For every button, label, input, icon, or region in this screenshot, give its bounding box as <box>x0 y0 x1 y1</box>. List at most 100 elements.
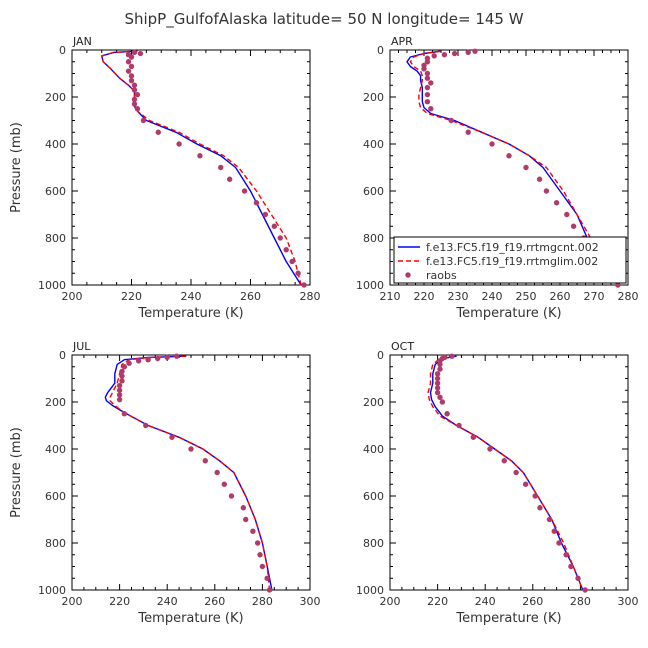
raobs-point <box>128 54 135 60</box>
raobs-point <box>564 211 570 218</box>
panel-oct: OCT 200 220 240 260 280 300 0 200 400 600 800 1000 Te… <box>356 340 639 626</box>
x-tick-label: 300 <box>618 595 639 608</box>
x-tick-label: 210 <box>380 290 401 303</box>
x-tick-label: 220 <box>414 290 435 303</box>
raobs-point <box>154 355 161 362</box>
series-line-rrtmglim <box>101 50 302 286</box>
x-tick-label: 280 <box>300 290 321 303</box>
legend-box <box>393 236 627 284</box>
raobs-point <box>424 84 431 91</box>
raobs-point <box>169 434 175 440</box>
raobs-point <box>444 411 450 417</box>
raobs-point <box>465 49 471 56</box>
y-tick-label: 600 <box>363 490 384 503</box>
panel-label: OCT <box>391 340 414 353</box>
raobs-point <box>434 371 441 377</box>
y-tick-label: 200 <box>363 396 384 409</box>
y-tick-label: 600 <box>363 185 384 198</box>
x-tick-label: 280 <box>570 595 591 608</box>
raobs-point <box>553 200 560 206</box>
x-tick-label: 260 <box>550 290 571 303</box>
raobs-point <box>259 563 266 570</box>
series-line-rrtmglim <box>427 355 584 591</box>
x-axis-label: Temperature (K) <box>137 611 243 626</box>
raobs-point <box>523 164 529 171</box>
x-tick-label: 260 <box>522 595 543 608</box>
x-tick-label: 220 <box>109 595 130 608</box>
x-tick-label: 250 <box>516 290 537 303</box>
raobs-point <box>501 458 507 464</box>
legend-label: f.e13.FC5.f19_f19.rrtmgcnt.002 <box>426 241 599 254</box>
raobs-point <box>439 399 446 405</box>
raobs-point <box>143 422 149 429</box>
panels: JAN 200 220 240 260 280 0 200 400 600 800 1000 Tempe… <box>9 35 639 626</box>
raobs-point <box>137 50 144 57</box>
y-tick-label: 600 <box>45 185 66 198</box>
x-tick-label: 240 <box>157 595 178 608</box>
y-tick-label: 800 <box>363 232 384 245</box>
raobs-point <box>582 587 588 593</box>
raobs-point <box>121 364 128 370</box>
legend-label: raobs <box>426 269 457 282</box>
x-tick-label: 260 <box>204 595 225 608</box>
raobs-point <box>434 375 441 382</box>
series-line-rrtmgcnt <box>406 50 619 286</box>
y-tick-label: 200 <box>45 91 66 104</box>
raobs-point <box>257 552 263 558</box>
raobs-point <box>116 392 123 398</box>
raobs-point <box>134 106 141 112</box>
raobs-point <box>119 373 125 379</box>
raobs-point <box>556 540 562 546</box>
raobs-point <box>125 59 132 65</box>
plot-frame <box>71 49 311 286</box>
plot-frame <box>71 354 311 591</box>
figure-title: ShipP_GulfofAlaska latitude= 50 N longit… <box>124 10 523 29</box>
raobs-point <box>253 200 260 206</box>
legend: f.e13.FC5.f19_f19.rrtmgcnt.002f.e13.FC5.… <box>393 236 627 284</box>
panel-jul: JUL 200 220 240 260 280 300 0 200 400 600 800 1000 Te… <box>9 340 321 626</box>
raobs-point <box>131 96 138 103</box>
y-tick-label: 1000 <box>356 279 384 292</box>
y-tick-label: 400 <box>45 138 66 151</box>
raobs-point <box>568 563 574 570</box>
raobs-point <box>421 66 427 72</box>
raobs-point <box>254 540 261 546</box>
raobs-point <box>563 552 569 558</box>
raobs-point <box>295 270 301 276</box>
raobs-point <box>465 129 471 135</box>
raobs-point <box>240 505 247 511</box>
raobs-point <box>536 176 543 182</box>
x-tick-label: 300 <box>300 595 321 608</box>
y-tick-label: 600 <box>45 490 66 503</box>
raobs-point <box>424 70 431 77</box>
raobs-point <box>283 247 289 253</box>
raobs-point <box>437 394 443 400</box>
raobs-point <box>472 48 478 54</box>
raobs-point <box>428 106 434 112</box>
raobs-point <box>125 68 132 74</box>
y-tick-label: 0 <box>59 44 66 57</box>
raobs-point <box>424 59 431 65</box>
panel-apr: APR 210 220 230 240 250 260 270 280 0 200 400 600 800… <box>356 35 639 321</box>
x-axis-label: Temperature (K) <box>455 611 561 626</box>
raobs-point <box>131 49 138 56</box>
x-tick-label: 280 <box>618 290 639 303</box>
raobs-point <box>145 357 151 363</box>
y-tick-label: 800 <box>45 232 66 245</box>
raobs-point <box>214 469 220 476</box>
raobs-point <box>543 188 550 194</box>
raobs-point <box>551 528 557 534</box>
series-line-rrtmglim <box>109 355 271 591</box>
series-line-rrtmgcnt <box>104 355 273 591</box>
raobs-point <box>126 360 132 366</box>
raobs-point <box>441 52 448 58</box>
x-tick-label: 260 <box>240 290 261 303</box>
y-tick-label: 400 <box>363 138 384 151</box>
x-axis-label: Temperature (K) <box>137 306 243 321</box>
panel-jan: JAN 200 220 240 260 280 0 200 400 600 800 1000 Tempe… <box>9 35 321 321</box>
raobs-point <box>119 378 125 384</box>
y-axis-label: Pressure (mb) <box>9 122 24 213</box>
y-tick-label: 800 <box>45 537 66 550</box>
raobs-point <box>128 73 135 79</box>
raobs-point <box>513 469 519 476</box>
